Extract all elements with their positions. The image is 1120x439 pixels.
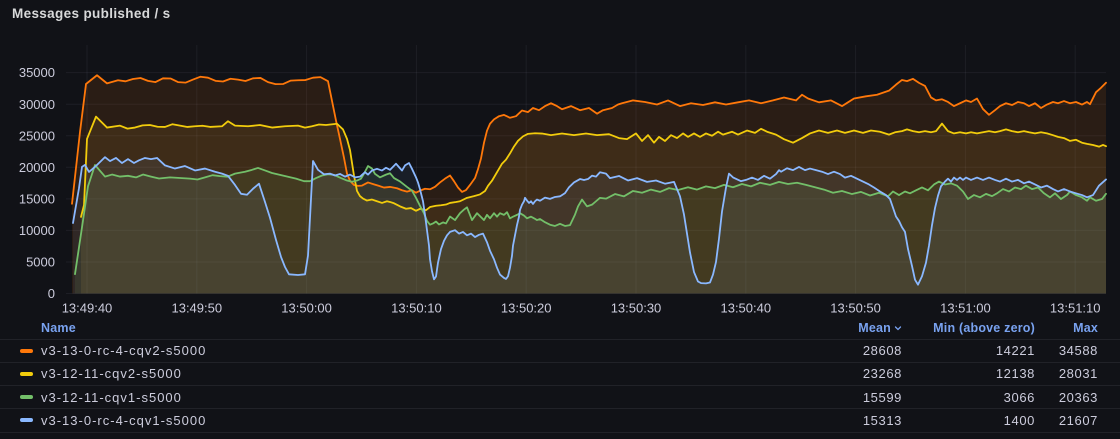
svg-text:13:50:50: 13:50:50 xyxy=(830,301,881,316)
svg-text:13:49:50: 13:49:50 xyxy=(171,301,222,316)
svg-text:13:50:30: 13:50:30 xyxy=(611,301,662,316)
svg-text:30000: 30000 xyxy=(19,97,55,112)
svg-text:15000: 15000 xyxy=(19,192,55,207)
svg-text:13:50:20: 13:50:20 xyxy=(501,301,552,316)
svg-text:13:50:40: 13:50:40 xyxy=(720,301,771,316)
svg-text:5000: 5000 xyxy=(26,255,55,270)
svg-text:25000: 25000 xyxy=(19,128,55,143)
svg-text:13:50:00: 13:50:00 xyxy=(281,301,332,316)
svg-text:35000: 35000 xyxy=(19,65,55,80)
svg-text:13:51:10: 13:51:10 xyxy=(1050,301,1101,316)
svg-text:13:51:00: 13:51:00 xyxy=(940,301,991,316)
svg-text:20000: 20000 xyxy=(19,160,55,175)
svg-text:10000: 10000 xyxy=(19,223,55,238)
svg-text:13:49:40: 13:49:40 xyxy=(62,301,113,316)
svg-text:0: 0 xyxy=(48,286,55,301)
svg-text:13:50:10: 13:50:10 xyxy=(391,301,442,316)
